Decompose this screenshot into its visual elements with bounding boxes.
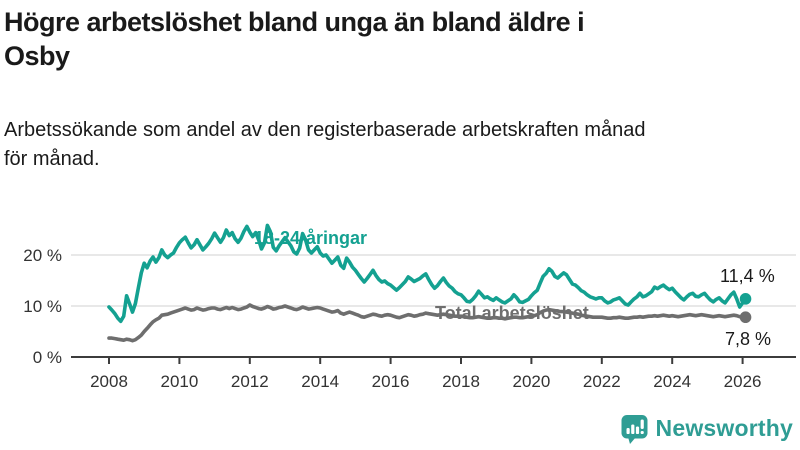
series-label-total: Total arbetslöshet bbox=[435, 303, 589, 323]
x-axis-label: 2022 bbox=[583, 372, 621, 391]
series-end-dot-total bbox=[739, 311, 752, 324]
y-axis-label: 20 % bbox=[23, 246, 62, 265]
chart-subtitle: Arbetssökande som andel av den registerb… bbox=[4, 116, 796, 174]
series-line-young bbox=[107, 223, 748, 324]
x-axis-label: 2024 bbox=[653, 372, 691, 391]
newsworthy-logo: Newsworthy bbox=[620, 413, 793, 444]
series-line-total bbox=[107, 303, 748, 343]
y-axis-label: 10 % bbox=[23, 297, 62, 316]
y-axis-label: 0 % bbox=[33, 348, 62, 367]
x-axis-label: 2012 bbox=[231, 372, 269, 391]
end-value-young: 11,4 % bbox=[720, 266, 775, 286]
series-end-dot-young bbox=[739, 293, 752, 305]
brand-name: Newsworthy bbox=[655, 415, 793, 441]
x-axis-label: 2008 bbox=[90, 372, 128, 391]
page-title: Högre arbetslöshet bland unga än bland ä… bbox=[4, 5, 794, 73]
x-axis-label: 2014 bbox=[301, 372, 339, 391]
x-axis-label: 2026 bbox=[724, 372, 762, 391]
subtitle-line-1: Arbetssökande som andel av den registerb… bbox=[4, 119, 646, 141]
subtitle-line-2: för månad. bbox=[4, 148, 100, 170]
bar-chart-speech-bubble-icon bbox=[621, 415, 648, 444]
chart-svg: 0 % 10 % 20 % 2008 2010 2012 2014 2016 2018 2020 2… bbox=[23, 223, 796, 391]
x-axis-label: 2020 bbox=[512, 372, 550, 391]
x-axis-label: 2010 bbox=[160, 372, 198, 391]
x-axis-label: 2018 bbox=[442, 372, 480, 391]
line-chart: 0 % 10 % 20 % 2008 2010 2012 2014 2016 2018 2020 2… bbox=[0, 215, 800, 400]
end-value-total: 7,8 % bbox=[725, 329, 772, 349]
x-axis-label: 2016 bbox=[372, 372, 410, 391]
title-line-2: Osby bbox=[4, 41, 70, 71]
series-label-young: 18-24-åringar bbox=[254, 228, 368, 248]
title-line-1: Högre arbetslöshet bland unga än bland ä… bbox=[4, 7, 585, 37]
